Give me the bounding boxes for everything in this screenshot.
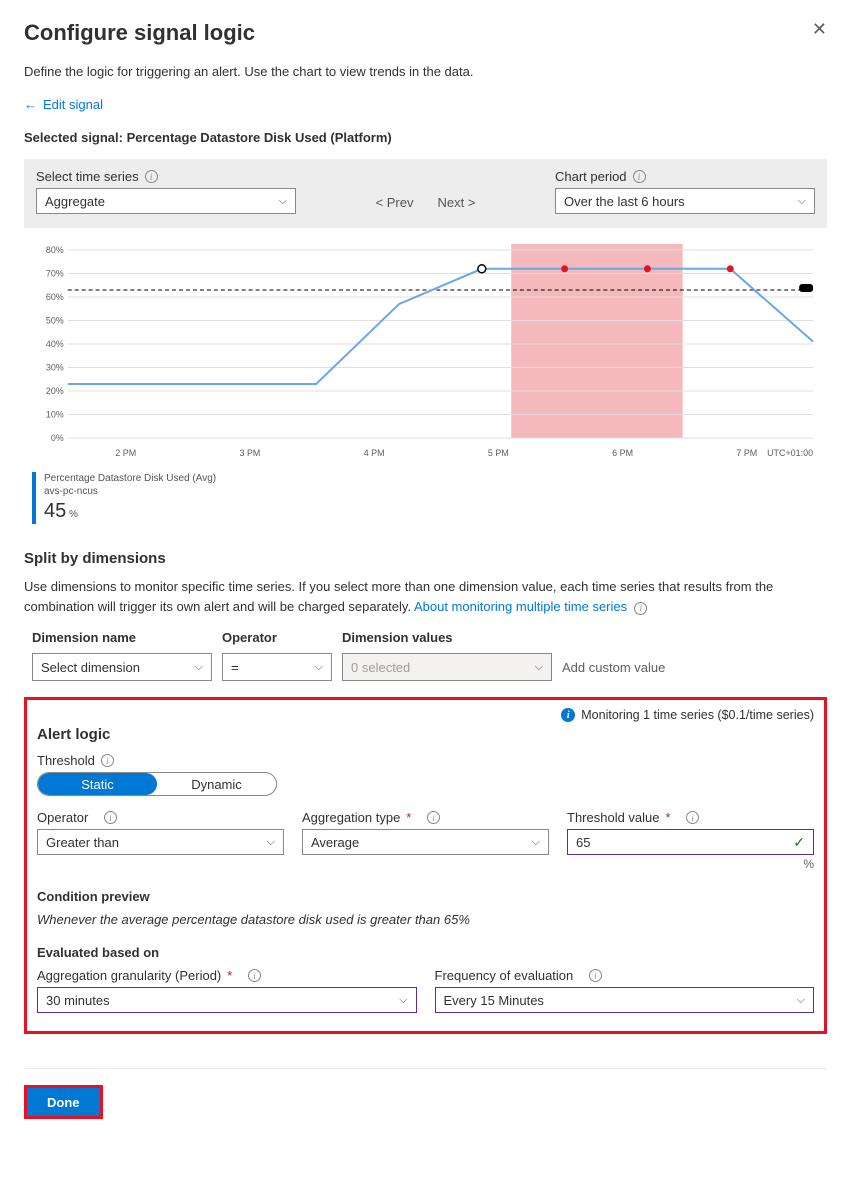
split-dimensions-title: Split by dimensions (24, 550, 827, 567)
chevron-down-icon: ⌵ (315, 661, 323, 674)
time-panel: Select time series i Aggregate⌵ < Prev N… (24, 159, 827, 228)
add-custom-value-link[interactable]: Add custom value (562, 660, 665, 675)
threshold-static-option[interactable]: Static (38, 773, 157, 795)
split-dimensions-description: Use dimensions to monitor specific time … (24, 577, 827, 616)
chevron-down-icon: ⌵ (798, 195, 806, 208)
threshold-value-input[interactable]: 65✓ (567, 829, 814, 855)
svg-text:30%: 30% (46, 362, 64, 372)
prev-button[interactable]: < Prev (376, 195, 414, 210)
svg-text:20%: 20% (46, 386, 64, 396)
svg-text:5 PM: 5 PM (488, 448, 509, 458)
svg-text:60%: 60% (46, 292, 64, 302)
info-icon[interactable]: i (686, 811, 699, 824)
check-icon: ✓ (793, 834, 805, 851)
info-icon[interactable]: i (145, 170, 158, 183)
svg-text:3 PM: 3 PM (240, 448, 261, 458)
svg-text:50%: 50% (46, 315, 64, 325)
next-button[interactable]: Next > (438, 195, 476, 210)
dimension-values-select[interactable]: 0 selected⌵ (342, 653, 552, 681)
operator-label: Operator i (37, 810, 284, 825)
chart: 0% 10% 20% 30% 40% 50% 60% 70% 80% 2 PM 3 PM 4 PM 5 … (28, 244, 823, 464)
chevron-down-icon: ⌵ (532, 836, 540, 849)
threshold-dynamic-option[interactable]: Dynamic (157, 773, 276, 795)
time-series-select[interactable]: Aggregate⌵ (36, 188, 296, 214)
time-series-label: Select time series i (36, 169, 296, 184)
chart-period-label: Chart period i (555, 169, 815, 184)
info-icon[interactable]: i (101, 754, 114, 767)
page-title: Configure signal logic (24, 20, 255, 46)
dimension-header: Dimension name Operator Dimension values (24, 630, 827, 653)
chevron-down-icon: ⌵ (279, 195, 287, 208)
granularity-select[interactable]: 30 minutes⌵ (37, 987, 417, 1013)
done-button[interactable]: Done (27, 1088, 100, 1116)
svg-text:10%: 10% (46, 409, 64, 419)
condition-preview-title: Condition preview (37, 889, 814, 904)
svg-text:40%: 40% (46, 339, 64, 349)
aggregation-select[interactable]: Average⌵ (302, 829, 549, 855)
threshold-value-label: Threshold value * i (567, 810, 814, 825)
info-icon[interactable]: i (427, 811, 440, 824)
svg-text:7 PM: 7 PM (736, 448, 757, 458)
condition-preview-text: Whenever the average percentage datastor… (37, 912, 814, 927)
arrow-left-icon: ← (24, 97, 37, 112)
dimension-row: Select dimension⌵ =⌵ 0 selected⌵ Add cus… (24, 653, 827, 681)
edit-signal-label: Edit signal (43, 97, 103, 112)
svg-text:70%: 70% (46, 268, 64, 278)
close-icon[interactable]: ✕ (812, 20, 827, 38)
granularity-label: Aggregation granularity (Period) * i (37, 968, 417, 983)
monitoring-note: i Monitoring 1 time series ($0.1/time se… (37, 708, 814, 722)
dimension-name-select[interactable]: Select dimension⌵ (32, 653, 212, 681)
info-icon[interactable]: i (248, 969, 261, 982)
svg-text:UTC+01:00: UTC+01:00 (767, 448, 813, 458)
aggregation-label: Aggregation type * i (302, 810, 549, 825)
svg-text:6 PM: 6 PM (612, 448, 633, 458)
done-button-frame: Done (24, 1085, 103, 1119)
info-icon[interactable]: i (633, 170, 646, 183)
edit-signal-link[interactable]: ← Edit signal (24, 97, 103, 112)
info-icon[interactable]: i (634, 602, 647, 615)
svg-text:0%: 0% (51, 433, 64, 443)
operator-select[interactable]: Greater than⌵ (37, 829, 284, 855)
chevron-down-icon: ⌵ (267, 836, 275, 849)
threshold-toggle[interactable]: Static Dynamic (37, 772, 277, 796)
chevron-down-icon: ⌵ (399, 994, 407, 1007)
alert-logic-title: Alert logic (37, 726, 814, 743)
chart-period-select[interactable]: Over the last 6 hours⌵ (555, 188, 815, 214)
multi-series-link[interactable]: About monitoring multiple time series (414, 599, 627, 614)
info-icon: i (561, 708, 575, 722)
chart-legend: Percentage Datastore Disk Used (Avg) avs… (32, 472, 827, 524)
frequency-label: Frequency of evaluation i (435, 968, 815, 983)
evaluated-title: Evaluated based on (37, 945, 814, 960)
svg-text:4 PM: 4 PM (364, 448, 385, 458)
alert-logic-frame: i Monitoring 1 time series ($0.1/time se… (24, 697, 827, 1034)
dimension-operator-select[interactable]: =⌵ (222, 653, 332, 681)
selected-signal: Selected signal: Percentage Datastore Di… (24, 130, 827, 145)
chevron-down-icon: ⌵ (195, 661, 203, 674)
frequency-select[interactable]: Every 15 Minutes⌵ (435, 987, 815, 1013)
svg-text:80%: 80% (46, 245, 64, 255)
svg-text:2 PM: 2 PM (115, 448, 136, 458)
threshold-label: Threshold i (37, 753, 814, 768)
info-icon[interactable]: i (589, 969, 602, 982)
percent-unit: % (567, 857, 814, 871)
page-subtitle: Define the logic for triggering an alert… (24, 64, 827, 79)
chevron-down-icon: ⌵ (535, 661, 543, 674)
chevron-down-icon: ⌵ (797, 994, 805, 1007)
info-icon[interactable]: i (104, 811, 117, 824)
